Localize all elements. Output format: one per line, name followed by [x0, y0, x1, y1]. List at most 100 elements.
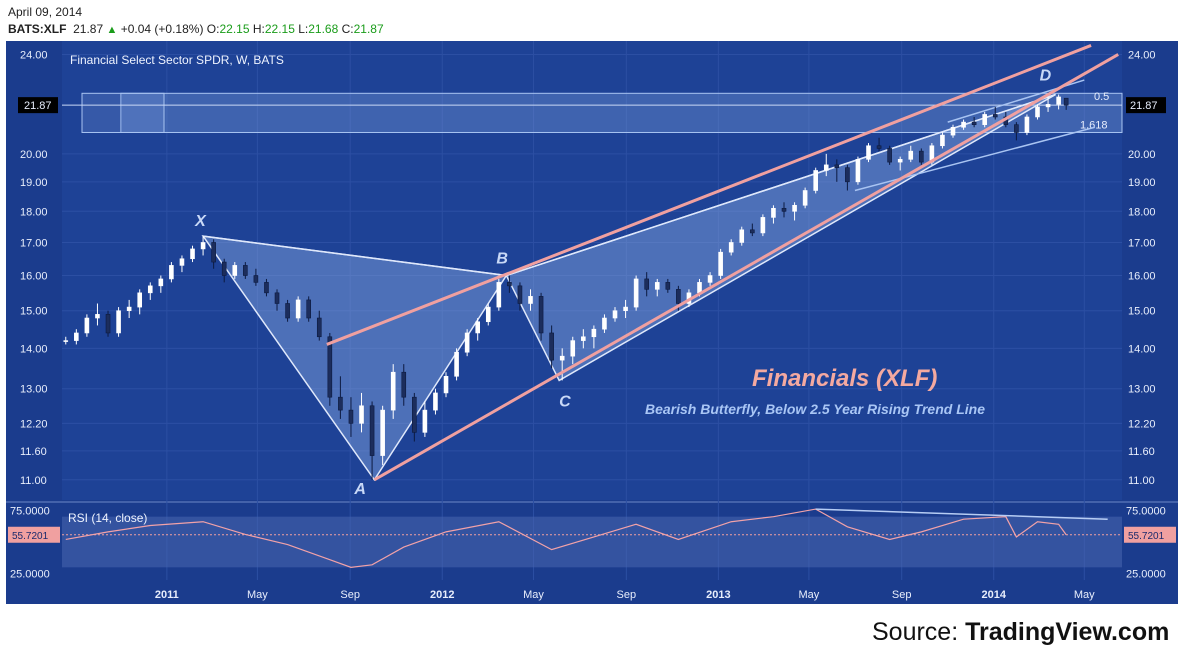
candle-body: [390, 371, 396, 411]
candle-body: [95, 314, 100, 319]
pattern-label-A: A: [353, 481, 366, 498]
candle-body: [264, 282, 269, 294]
y-tick-right: 17.00: [1128, 237, 1156, 249]
candle-body: [1045, 104, 1051, 108]
y-tick-right: 11.60: [1128, 446, 1155, 458]
x-tick: 2011: [155, 589, 179, 601]
y-tick-left: 11.60: [20, 446, 47, 458]
candle-body: [739, 229, 745, 243]
candle-body: [147, 285, 153, 294]
y-tick-right: 19.00: [1128, 177, 1156, 189]
last-price-label-left: 21.87: [24, 100, 52, 112]
candle-body: [950, 126, 956, 136]
low-value: 21.68: [308, 22, 339, 36]
rising-trend-line: [373, 53, 1119, 482]
y-tick-right: 14.00: [1128, 343, 1156, 355]
candle-body: [200, 242, 206, 250]
y-tick-left: 15.00: [20, 306, 48, 318]
upper-trend-line: [326, 44, 1092, 346]
candle-body: [654, 282, 660, 290]
last-price: 21.87: [73, 22, 104, 36]
high-value: 22.15: [264, 22, 295, 36]
candle-body: [348, 409, 354, 424]
y-tick-left: 12.20: [20, 418, 48, 430]
y-tick-right: 12.20: [1128, 418, 1156, 430]
candle-body: [211, 242, 216, 263]
pattern-label-X: X: [194, 213, 207, 230]
candle-body: [190, 248, 195, 260]
fib-label-1.618: 1.618: [1080, 120, 1108, 132]
y-tick-right: 11.00: [1128, 475, 1155, 487]
candle-body: [369, 405, 375, 456]
candle-body: [169, 265, 174, 280]
y-tick-right: 16.00: [1128, 271, 1156, 283]
candle-body: [1056, 96, 1061, 105]
candle-body: [876, 145, 882, 149]
candle-body: [327, 336, 333, 398]
annotation-subtitle: Bearish Butterfly, Below 2.5 Year Rising…: [645, 401, 985, 417]
candle-body: [823, 164, 829, 171]
candle-body: [359, 405, 364, 424]
fib-label-0.5: 0.5: [1094, 91, 1109, 103]
last-price-tag-right: [1126, 97, 1166, 114]
candle-body: [834, 164, 840, 168]
y-tick-left: 17.00: [20, 237, 48, 249]
candle-body: [528, 296, 533, 304]
candle-body: [919, 150, 924, 163]
rsi-band: [62, 516, 1122, 568]
candle-body: [792, 204, 797, 212]
rsi-divergence-line: [815, 508, 1108, 520]
candle-body: [855, 159, 861, 183]
x-tick: Sep: [617, 589, 637, 601]
y-tick-left: 11.00: [20, 475, 47, 487]
candle-body: [380, 409, 385, 456]
candle-body: [274, 292, 280, 304]
candle-body: [422, 409, 428, 433]
candle-body: [179, 258, 185, 266]
candle-body: [961, 121, 966, 128]
y-tick-left: 24.00: [20, 49, 48, 61]
candle-body: [665, 282, 671, 290]
rsi-last-tag-right: [1124, 526, 1176, 543]
channel-lower: [854, 126, 1096, 192]
candle-body: [623, 306, 628, 312]
chart-date: April 09, 2014: [8, 5, 83, 19]
pattern-label-C: C: [559, 393, 571, 410]
candle-body: [781, 207, 787, 212]
candle-body: [845, 167, 850, 183]
candle-body: [464, 332, 470, 353]
y-tick-left: 18.00: [20, 206, 48, 218]
rsi-y-tick-left: 75.0000: [10, 505, 50, 517]
pattern-label-B: B: [496, 251, 508, 268]
high-label: H:: [252, 22, 265, 36]
quote-line: BATS:XLF 21.87 ▲ +0.04 (+0.18%) O:22.15 …: [8, 22, 384, 36]
close-label: C:: [341, 22, 354, 36]
candle-body: [137, 292, 143, 308]
rsi-y-tick-right: 75.0000: [1126, 505, 1166, 517]
candle-body: [443, 375, 449, 394]
candle-body: [295, 299, 301, 319]
y-tick-right: 13.00: [1128, 384, 1156, 396]
up-arrow-icon: ▲: [106, 24, 118, 36]
x-tick: May: [523, 589, 544, 601]
candle-body: [1024, 116, 1030, 133]
candle-body: [771, 207, 776, 218]
candle-body: [570, 340, 576, 357]
candle-body: [591, 328, 597, 338]
candle-body: [232, 265, 238, 276]
candle-body: [485, 306, 491, 323]
candle-body: [496, 282, 502, 308]
candle-body: [401, 371, 407, 398]
x-tick: 2012: [430, 589, 454, 601]
rsi-last-label-left: 55.7201: [12, 531, 49, 542]
source-prefix: Source:: [872, 618, 966, 646]
candle-body: [285, 303, 290, 319]
candle-body: [644, 278, 649, 290]
candle-body: [1035, 106, 1040, 118]
candle-body: [517, 285, 523, 304]
candle-body: [84, 317, 90, 334]
y-tick-left: 19.00: [20, 177, 48, 189]
x-tick: May: [1074, 589, 1095, 601]
candle-body: [971, 121, 977, 125]
